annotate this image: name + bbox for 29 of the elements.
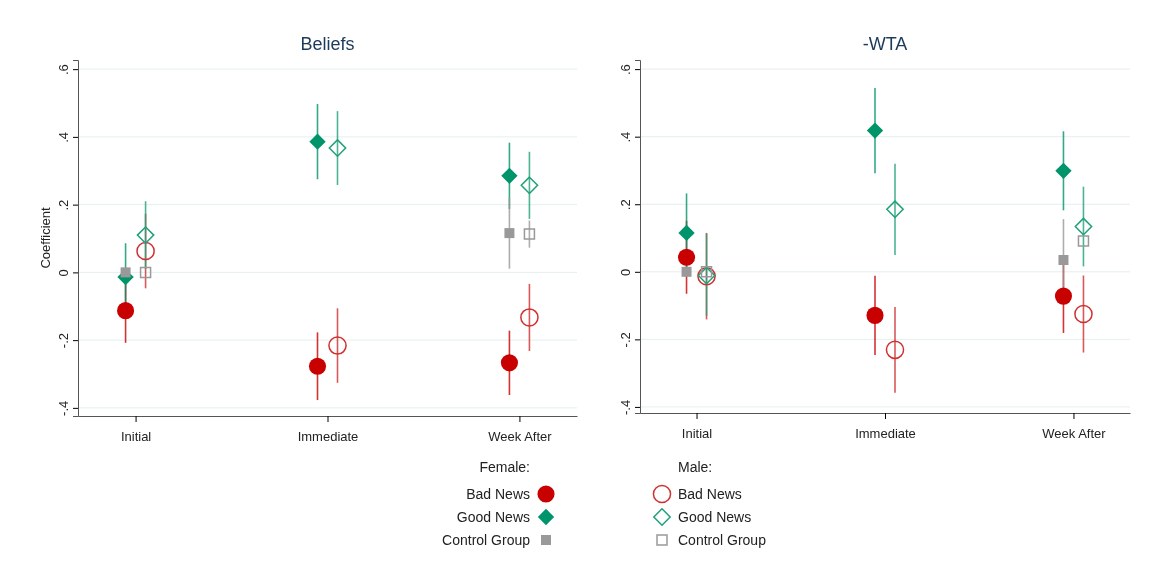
y-tick-label: -.4 — [55, 400, 71, 416]
y-tick-label: 0 — [617, 268, 633, 276]
y-tick-label: .4 — [617, 131, 633, 143]
legend-title: Female: — [479, 459, 530, 475]
legend-label: Good News — [678, 508, 752, 525]
chart-title: Beliefs — [300, 34, 355, 54]
y-axis-title: Coefficient — [38, 207, 53, 269]
y-tick-label: .4 — [55, 131, 71, 143]
y-tick-label: -.2 — [55, 333, 71, 349]
y-tick-label: -.2 — [617, 332, 633, 348]
x-tick-label: Initial — [120, 428, 152, 444]
chart-title: -WTA — [862, 34, 908, 54]
y-tick-label: -.4 — [617, 399, 633, 416]
legend-label: Bad News — [678, 485, 742, 502]
legend-label: Control Group — [678, 531, 767, 548]
x-tick-label: Initial — [681, 425, 713, 441]
legend-label: Control Group — [442, 531, 531, 548]
y-tick-label: .6 — [55, 64, 71, 76]
x-tick-label: Week After — [488, 428, 553, 444]
legend-label: Good News — [456, 508, 530, 525]
y-tick-label: 0 — [55, 269, 71, 277]
y-tick-label: .6 — [617, 64, 633, 76]
legend-title: Male: — [678, 459, 713, 475]
x-tick-label: Immediate — [297, 428, 359, 444]
y-tick-label: .2 — [55, 199, 71, 211]
legend-label: Bad News — [466, 485, 530, 502]
y-tick-label: .2 — [617, 199, 633, 211]
x-tick-label: Immediate — [855, 425, 916, 441]
x-tick-label: Week After — [1042, 425, 1107, 441]
